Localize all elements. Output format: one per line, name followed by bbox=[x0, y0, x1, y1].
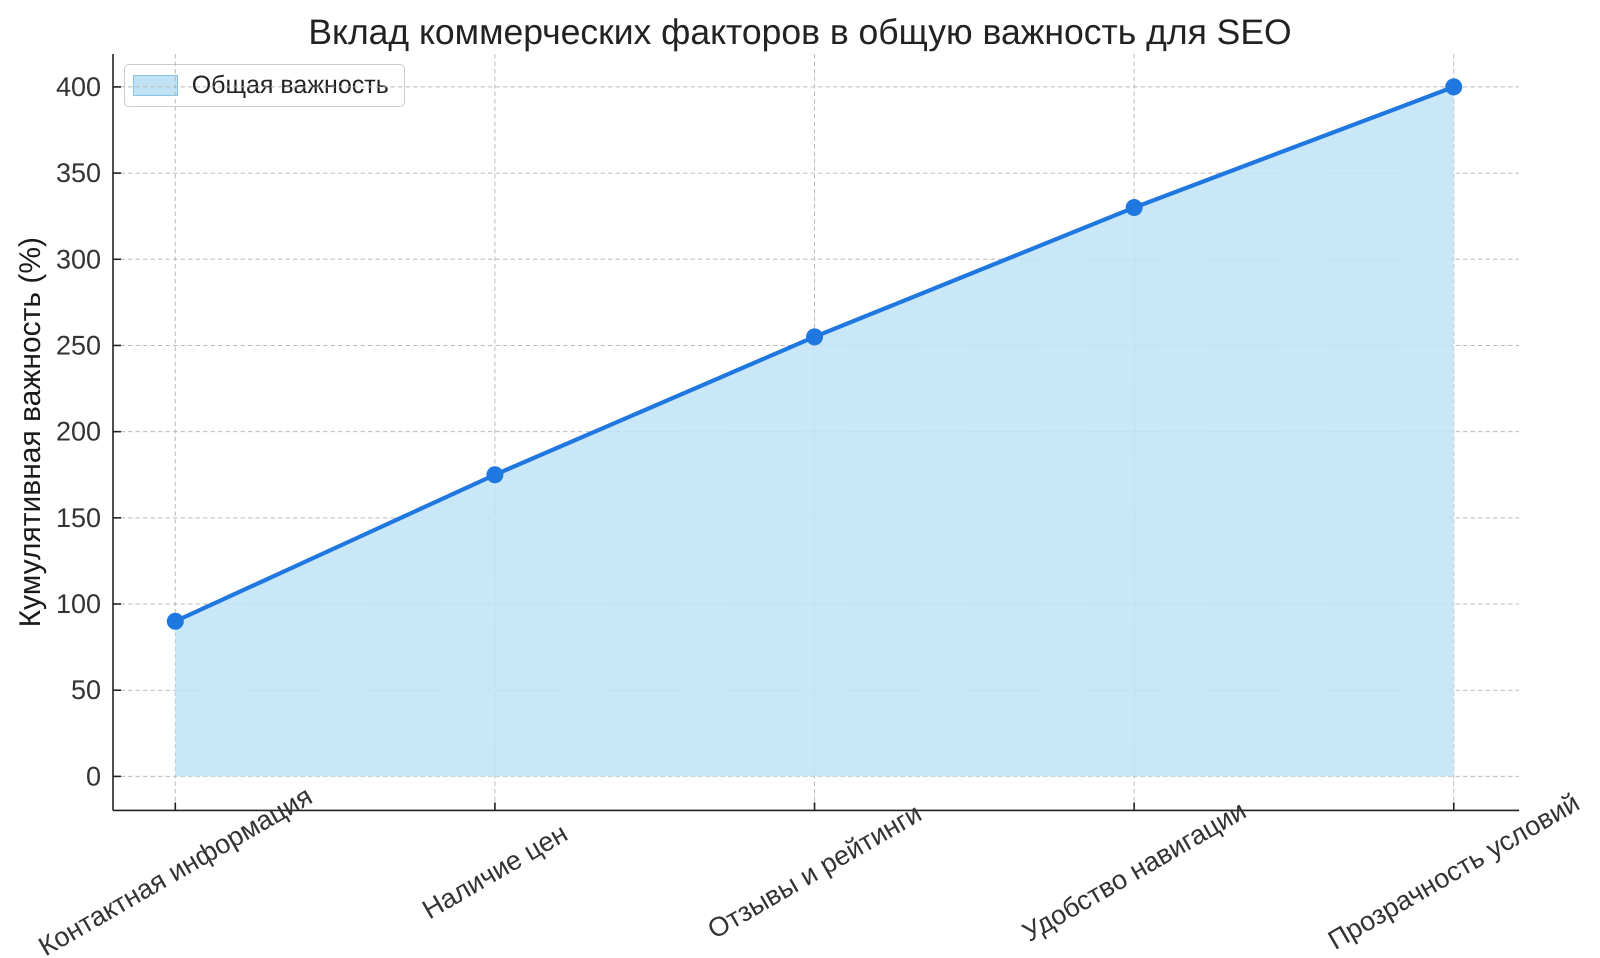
svg-text:250: 250 bbox=[56, 330, 101, 360]
svg-text:200: 200 bbox=[56, 417, 101, 447]
svg-text:150: 150 bbox=[56, 503, 101, 533]
svg-text:400: 400 bbox=[56, 72, 101, 102]
svg-text:350: 350 bbox=[56, 158, 101, 188]
svg-text:0: 0 bbox=[86, 761, 101, 791]
svg-text:Наличие цен: Наличие цен bbox=[417, 818, 572, 925]
svg-text:Отзывы и рейтинги: Отзывы и рейтинги bbox=[702, 798, 926, 945]
svg-text:Кумулятивная важность (%): Кумулятивная важность (%) bbox=[14, 237, 47, 627]
svg-text:300: 300 bbox=[56, 244, 101, 274]
svg-text:Прозрачность условий: Прозрачность условий bbox=[1323, 787, 1585, 955]
svg-text:100: 100 bbox=[56, 589, 101, 619]
svg-text:50: 50 bbox=[71, 675, 101, 705]
svg-text:Удобство навигации: Удобство навигации bbox=[1017, 795, 1251, 947]
